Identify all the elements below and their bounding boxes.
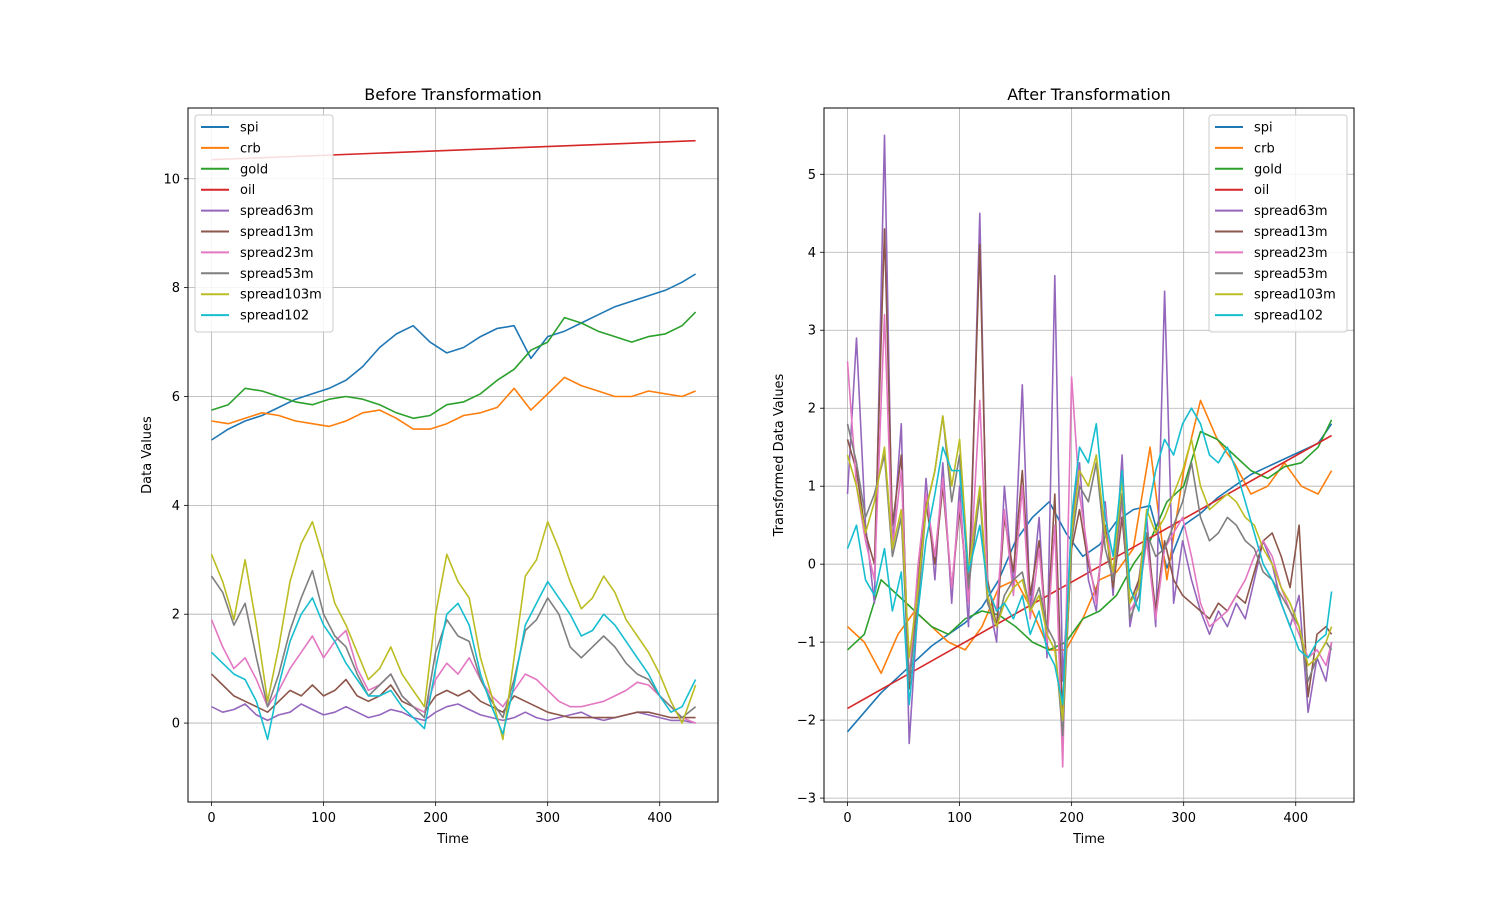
x-tick-label: 300 [1171,811,1196,826]
legend-item-spread53m: spread53m [1215,267,1328,282]
legend-item-spread23m: spread23m [201,246,314,261]
legend-item-spi: spi [1215,121,1273,136]
legend-item-gold: gold [1215,162,1282,177]
y-tick-label: 4 [172,499,180,514]
x-ticks: 0 100 200 300 400 [843,802,1308,826]
legend-label: spread13m [240,225,314,240]
series-line-gold [211,311,697,420]
legend-item-spread63m: spread63m [1215,204,1328,219]
legend-item-spread102: spread102 [201,309,309,324]
legend-item-spread13m: spread13m [201,225,314,240]
legend-label: gold [1254,162,1282,177]
legend-label: gold [240,162,268,177]
series-line-spread103m [210,520,697,741]
y-tick-label: 5 [808,168,816,183]
y-axis-label: Data Values [140,416,155,494]
series-lines [846,134,1333,768]
legend-item-spi: spi [201,121,259,136]
series-line-spi [846,423,1333,733]
x-tick-label: 200 [1059,811,1084,826]
legend-item-spread63m: spread63m [201,204,314,219]
series-line-spread102 [210,580,697,741]
x-tick-label: 200 [423,811,448,826]
legend-item-crb: crb [1215,141,1275,156]
y-ticks: 0 2 4 6 8 10 [163,172,188,732]
legend-label: spread53m [240,267,314,282]
legend-item-spread103m: spread103m [201,288,322,303]
y-tick-label: 8 [172,281,180,296]
legend-item-crb: crb [201,141,261,156]
legend-label: spread103m [1254,288,1336,303]
series-line-spread102 [846,407,1333,706]
legend-label: spi [1254,121,1273,136]
legend: spi crb gold oil spread63m spread13m spread23m… [194,114,334,333]
legend-label: spread102 [1254,309,1323,324]
axes-frame [823,107,1355,803]
gridlines [824,108,1354,802]
series-line-spread13m [210,673,696,719]
legend-label: spread13m [1254,225,1328,240]
legend-label: spread103m [240,288,322,303]
chart-after-transformation: 0 100 200 300 400 −3 −2 −1 0 1 2 3 4 5 After Transfo… [772,85,1355,847]
legend-item-spread53m: spread53m [201,267,314,282]
legend-box [194,114,334,333]
legend-label: spread63m [240,204,314,219]
legend-item-oil: oil [1215,183,1269,198]
y-tick-label: 0 [172,717,180,732]
y-tick-label: 4 [808,246,816,261]
x-tick-label: 100 [311,811,336,826]
axes-frame [187,107,719,803]
x-tick-label: 400 [1283,811,1308,826]
y-tick-label: 1 [808,480,816,495]
y-axis-label: Transformed Data Values [772,373,787,537]
x-ticks: 0 100 200 300 400 [207,802,672,826]
legend-item-gold: gold [201,162,268,177]
y-tick-label: 2 [808,402,816,417]
legend-box [1208,114,1348,333]
legend-label: spi [240,121,259,136]
legend-label: spread23m [1254,246,1328,261]
legend-label: spread23m [240,246,314,261]
y-tick-label: 3 [808,324,816,339]
legend-label: oil [240,183,255,198]
legend-label: spread102 [240,309,309,324]
legend: spi crb gold oil spread63m spread13m spread23m… [1208,114,1348,333]
y-tick-label: 6 [172,390,180,405]
legend-item-oil: oil [201,183,255,198]
series-line-spread23m [210,619,696,724]
x-tick-label: 0 [843,811,851,826]
y-tick-label: 10 [163,172,180,187]
x-tick-label: 100 [947,811,972,826]
legend-item-spread102: spread102 [1215,309,1323,324]
x-axis-label: Time [1072,832,1105,847]
legend-item-spread103m: spread103m [1215,288,1336,303]
series-line-crb [211,376,696,430]
legend-label: oil [1254,183,1269,198]
series-lines [210,139,697,741]
chart-before-transformation: 0 100 200 300 400 0 2 4 6 8 10 Before Transformat… [140,85,719,847]
x-tick-label: 300 [535,811,560,826]
legend-label: crb [1254,141,1275,156]
y-tick-label: −2 [797,714,816,729]
x-tick-label: 0 [207,811,215,826]
legend-item-spread13m: spread13m [1215,225,1328,240]
series-line-spread23m [846,313,1333,768]
x-axis-label: Time [436,832,469,847]
y-tick-label: 0 [808,558,816,573]
y-tick-label: −3 [797,792,816,807]
chart-title: After Transformation [1007,85,1171,104]
chart-title: Before Transformation [364,85,541,104]
legend-label: spread63m [1254,204,1328,219]
legend-label: crb [240,141,261,156]
series-line-gold [846,419,1333,651]
x-tick-label: 400 [647,811,672,826]
series-line-spread53m [210,569,697,719]
legend-label: spread53m [1254,267,1328,282]
y-tick-label: −1 [797,636,816,651]
y-tick-label: 2 [172,608,180,623]
y-ticks: −3 −2 −1 0 1 2 3 4 5 [797,168,824,807]
legend-item-spread23m: spread23m [1215,246,1328,261]
